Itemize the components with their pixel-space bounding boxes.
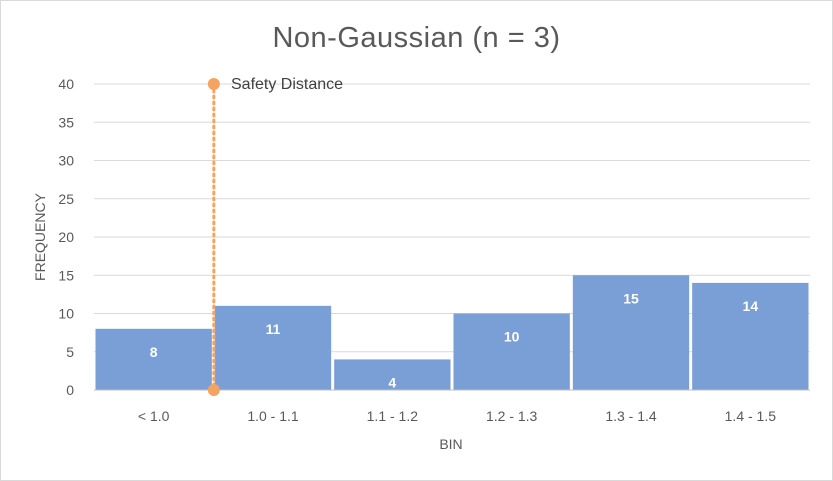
safety-distance-top-marker xyxy=(207,78,220,90)
chart-title: Non-Gaussian (n = 3) xyxy=(272,22,561,54)
bar-data-label: 11 xyxy=(266,321,281,337)
y-tick-label: 30 xyxy=(58,153,74,169)
y-tick-label: 35 xyxy=(58,114,74,130)
y-tick-label: 25 xyxy=(58,191,74,207)
bar-data-label: 8 xyxy=(150,344,158,360)
x-tick-label: 1.4 - 1.5 xyxy=(725,408,777,424)
y-tick-label: 40 xyxy=(58,76,74,92)
x-tick-label: 1.0 - 1.1 xyxy=(247,408,299,424)
bar-data-label: 14 xyxy=(743,298,759,314)
y-tick-label: 20 xyxy=(58,229,74,245)
bar-data-label: 15 xyxy=(623,290,639,306)
y-tick-label: 5 xyxy=(66,344,74,360)
y-tick-label: 0 xyxy=(66,382,74,398)
bar xyxy=(572,275,690,390)
bar xyxy=(214,305,332,390)
x-tick-label: 1.1 - 1.2 xyxy=(367,408,419,424)
x-tick-label: 1.2 - 1.3 xyxy=(486,408,538,424)
bar xyxy=(334,359,451,390)
y-tick-label: 10 xyxy=(58,306,74,322)
safety-distance-label: Safety Distance xyxy=(231,76,344,93)
x-tick-label: 1.3 - 1.4 xyxy=(605,408,657,424)
bar-data-label: 10 xyxy=(504,329,520,345)
x-axis-title: BIN xyxy=(439,436,463,452)
bar xyxy=(692,282,809,390)
safety-distance-bottom-marker xyxy=(207,384,220,396)
y-axis-title: FREQUENCY xyxy=(32,193,48,281)
x-tick-label: < 1.0 xyxy=(138,408,170,424)
bar xyxy=(453,313,570,390)
y-tick-label: 15 xyxy=(58,267,74,283)
bar-data-label: 4 xyxy=(388,374,396,390)
bar xyxy=(95,328,212,390)
